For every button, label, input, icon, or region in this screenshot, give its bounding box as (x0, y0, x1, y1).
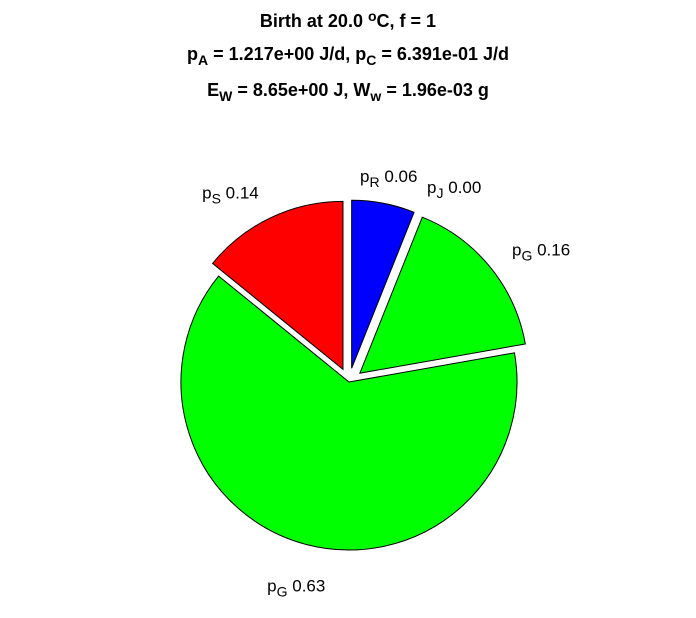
chart-title: pA = 1.217e+00 J/d, pC = 6.391e-01 J/d (187, 44, 509, 68)
slice-value-label: 0.06 (384, 167, 417, 186)
slice-value-label: 0.16 (537, 241, 570, 260)
slice-value-label: 0.14 (226, 183, 259, 202)
pie-slice (180, 275, 518, 551)
slice-label-name: p (202, 183, 211, 202)
pie-slice (359, 216, 526, 374)
slice-value-label: 0.63 (292, 576, 325, 595)
title-text: = 1.217e+00 J/d, p (208, 44, 366, 64)
title-subscript: A (198, 52, 208, 68)
title-subscript: w (369, 88, 381, 104)
chart-title: Birth at 20.0 oC, f = 1 (260, 8, 436, 31)
title-text: p (187, 44, 198, 64)
chart-title: EW = 8.65e+00 J, Ww = 1.96e-03 g (207, 80, 489, 104)
title-text: Birth at 20.0 (260, 11, 368, 31)
pie-slice (351, 199, 415, 369)
slice-label: pS 0.14 (202, 183, 259, 206)
slice-label: pJ 0.00 (427, 178, 481, 201)
slice-label-subscript: G (521, 247, 532, 263)
slice-label-name: p (360, 167, 369, 186)
title-text: C, f = 1 (377, 11, 437, 31)
title-text: E (207, 80, 219, 100)
title-subscript: C (366, 52, 376, 68)
slice-label-name: p (512, 241, 521, 260)
title-superscript: o (368, 8, 377, 24)
title-subscript: W (219, 88, 233, 104)
slice-label-name: p (427, 178, 436, 197)
slice-label-subscript: S (212, 190, 221, 206)
slice-label: pG 0.16 (512, 241, 570, 264)
slice-label-subscript: J (437, 185, 444, 201)
slice-label-subscript: G (277, 583, 288, 599)
slice-value-label: 0.00 (448, 178, 481, 197)
slice-label: pR 0.06 (360, 167, 417, 190)
title-text: = 8.65e+00 J, W (232, 80, 370, 100)
title-text: = 6.391e-01 J/d (376, 44, 509, 64)
slice-label-subscript: R (370, 174, 380, 190)
title-text: = 1.96e-03 g (381, 80, 489, 100)
pie-slice (211, 200, 344, 371)
slice-label-name: p (267, 576, 276, 595)
slice-label: pG 0.63 (267, 576, 325, 599)
